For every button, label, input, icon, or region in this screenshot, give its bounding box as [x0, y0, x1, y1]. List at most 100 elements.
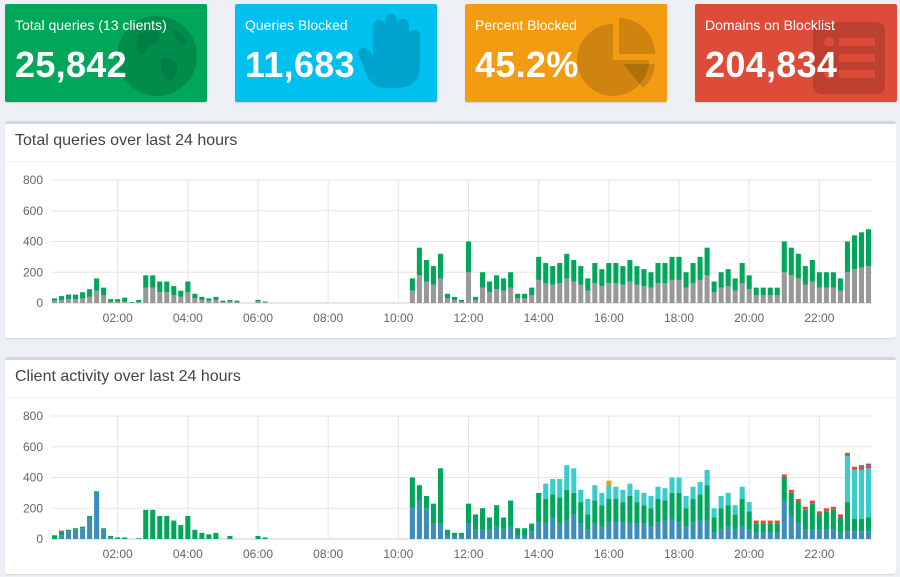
- bar-permitted[interactable]: [585, 278, 591, 291]
- bar-permitted[interactable]: [760, 287, 766, 296]
- bar-blocked[interactable]: [746, 289, 752, 303]
- bar-permitted[interactable]: [501, 278, 507, 291]
- bar-permitted[interactable]: [220, 300, 226, 303]
- bar-blocked[interactable]: [444, 298, 450, 303]
- bar-blocked[interactable]: [830, 287, 836, 303]
- bar-client-red[interactable]: [753, 520, 759, 524]
- bar-client-cyan[interactable]: [704, 469, 710, 486]
- bar-blocked[interactable]: [865, 266, 872, 303]
- bar-permitted[interactable]: [732, 278, 738, 291]
- bar-client-cyan[interactable]: [662, 488, 668, 501]
- bar-permitted[interactable]: [234, 300, 240, 303]
- bar-permitted[interactable]: [606, 263, 612, 284]
- bar-client-blue[interactable]: [536, 522, 542, 539]
- bar-client-green[interactable]: [157, 515, 163, 539]
- bar-blocked[interactable]: [409, 290, 415, 303]
- bar-client-blue[interactable]: [550, 517, 556, 539]
- bar-client-green[interactable]: [66, 529, 72, 532]
- bar-client-blue[interactable]: [760, 532, 766, 539]
- bar-client-blue[interactable]: [795, 523, 801, 539]
- bar-client-red[interactable]: [809, 500, 815, 504]
- bar-client-blue[interactable]: [823, 529, 829, 539]
- bar-blocked[interactable]: [732, 290, 738, 303]
- bar-client-green[interactable]: [557, 497, 563, 524]
- bar-blocked[interactable]: [816, 287, 822, 303]
- bar-client-red[interactable]: [851, 466, 857, 470]
- bar-permitted[interactable]: [788, 247, 794, 276]
- bar-client-cyan[interactable]: [655, 486, 661, 500]
- bar-client-red[interactable]: [51, 535, 58, 536]
- bar-client-blue[interactable]: [423, 508, 429, 539]
- bar-client-blue[interactable]: [844, 531, 850, 539]
- bar-permitted[interactable]: [164, 281, 170, 293]
- bar-client-green[interactable]: [564, 489, 570, 521]
- bar-permitted[interactable]: [634, 266, 640, 285]
- bar-client-blue[interactable]: [725, 526, 731, 539]
- bar-blocked[interactable]: [66, 299, 72, 303]
- bar-client-blue[interactable]: [508, 526, 514, 539]
- bar-permitted[interactable]: [767, 287, 773, 296]
- bar-blocked[interactable]: [136, 302, 142, 303]
- bar-blocked[interactable]: [199, 299, 205, 303]
- bar-client-red[interactable]: [58, 530, 65, 532]
- bar-client-green[interactable]: [844, 502, 850, 532]
- bar-permitted[interactable]: [437, 253, 443, 279]
- bar-client-cyan[interactable]: [592, 485, 598, 501]
- bar-client-green[interactable]: [80, 526, 86, 529]
- bar-permitted[interactable]: [508, 272, 514, 288]
- bar-client-green[interactable]: [704, 485, 710, 521]
- bar-blocked[interactable]: [718, 287, 724, 303]
- bar-blocked[interactable]: [157, 292, 163, 303]
- bar-client-red[interactable]: [858, 466, 865, 470]
- bar-client-blue[interactable]: [480, 529, 486, 539]
- bar-client-green[interactable]: [199, 532, 205, 539]
- bar-blocked[interactable]: [641, 286, 647, 303]
- bar-permitted[interactable]: [480, 272, 486, 288]
- bar-client-cyan[interactable]: [844, 455, 850, 503]
- bar-blocked[interactable]: [150, 287, 156, 303]
- bar-client-green[interactable]: [108, 535, 114, 538]
- bar-permitted[interactable]: [550, 266, 556, 285]
- bar-client-cyan[interactable]: [613, 486, 619, 500]
- bar-client-green[interactable]: [620, 502, 626, 523]
- bar-client-green[interactable]: [487, 517, 493, 530]
- bar-blocked[interactable]: [171, 295, 177, 303]
- bar-permitted[interactable]: [564, 253, 570, 279]
- bar-permitted[interactable]: [122, 297, 128, 302]
- bar-client-blue[interactable]: [465, 523, 472, 539]
- bar-blocked[interactable]: [465, 272, 472, 303]
- bar-blocked[interactable]: [458, 301, 465, 303]
- bar-client-blue[interactable]: [522, 535, 528, 539]
- bar-client-blue[interactable]: [416, 500, 422, 539]
- bar-permitted[interactable]: [199, 296, 205, 300]
- bar-client-cyan[interactable]: [725, 492, 731, 506]
- bar-client-blue[interactable]: [543, 523, 549, 539]
- bar-permitted[interactable]: [80, 292, 86, 299]
- bar-blocked[interactable]: [585, 290, 591, 303]
- bar-client-green[interactable]: [101, 528, 107, 530]
- bar-client-blue[interactable]: [704, 520, 710, 539]
- bar-client-green[interactable]: [136, 538, 142, 539]
- bar-blocked[interactable]: [564, 278, 570, 303]
- bar-client-blue[interactable]: [87, 517, 93, 539]
- bar-client-cyan[interactable]: [627, 483, 633, 496]
- bar-client-green[interactable]: [809, 503, 815, 530]
- bar-blocked[interactable]: [613, 283, 619, 303]
- bar-client-green[interactable]: [578, 502, 584, 524]
- bar-blocked[interactable]: [108, 301, 114, 303]
- bar-client-cyan[interactable]: [711, 508, 717, 518]
- bar-client-red[interactable]: [865, 465, 872, 469]
- bar-client-green[interactable]: [802, 509, 808, 530]
- bar-permitted[interactable]: [192, 293, 198, 299]
- bar-blocked[interactable]: [711, 292, 717, 303]
- bar-blocked[interactable]: [501, 290, 507, 303]
- bar-client-green[interactable]: [430, 503, 436, 524]
- bar-client-green[interactable]: [522, 528, 528, 536]
- bar-client-blue[interactable]: [865, 531, 872, 539]
- bar-client-green[interactable]: [725, 505, 731, 527]
- bar-permitted[interactable]: [115, 299, 121, 302]
- bar-permitted[interactable]: [536, 256, 542, 280]
- bar-client-blue[interactable]: [409, 508, 415, 539]
- bar-permitted[interactable]: [662, 263, 668, 284]
- bar-client-green[interactable]: [458, 532, 465, 536]
